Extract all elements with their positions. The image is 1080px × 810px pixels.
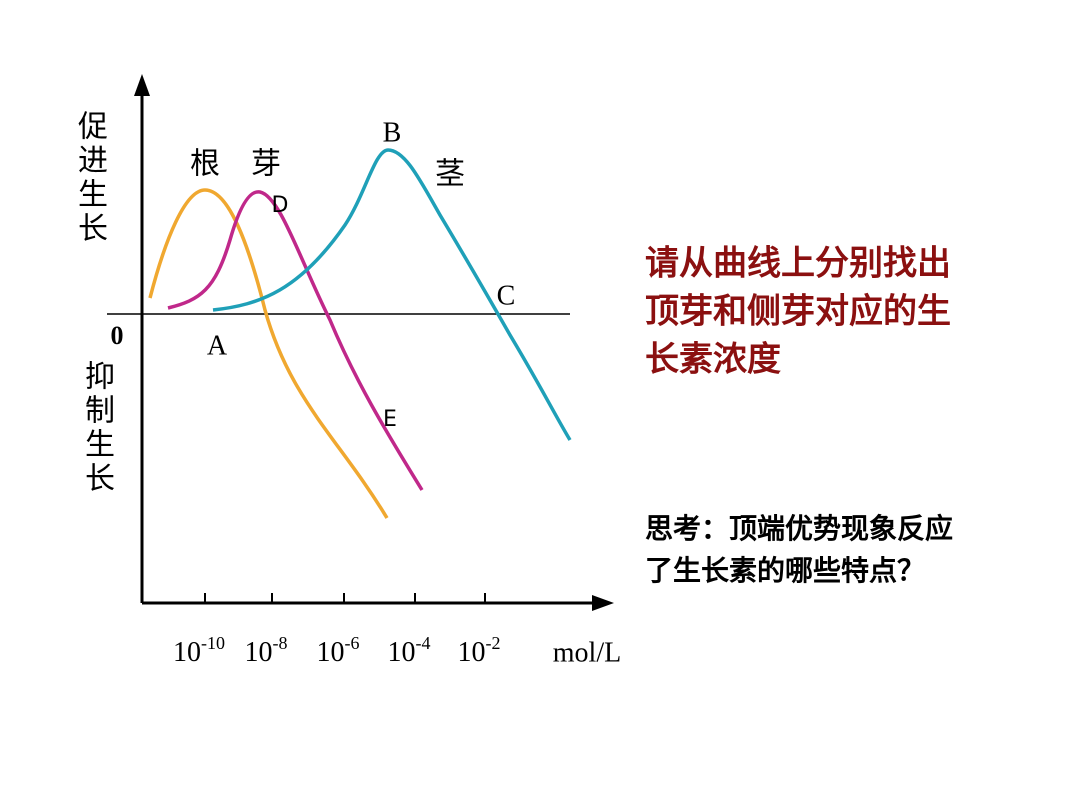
x-tick-label: 10-6 — [317, 633, 360, 668]
point-label: B — [383, 117, 402, 148]
point-label: A — [207, 330, 228, 361]
x-arrow — [592, 595, 614, 611]
point-label: C — [497, 280, 516, 311]
y-arrow — [134, 74, 150, 96]
point-label: E — [383, 407, 397, 432]
root-curve — [148, 188, 389, 519]
thinking-line: 思考：顶端优势现象反应 — [645, 512, 953, 545]
y-label-char: 长 — [78, 212, 108, 247]
y-label-char: 制 — [85, 394, 115, 429]
question-line: 顶芽和侧芽对应的生 — [645, 292, 951, 332]
curve-label: 茎 — [435, 157, 465, 192]
stem-curve — [212, 148, 572, 441]
y-label-char: 长 — [85, 462, 115, 497]
bud-curve — [167, 190, 424, 491]
y-label-char: 生 — [78, 178, 108, 213]
x-tick-label: 10-2 — [458, 633, 501, 668]
x-unit: mol/L — [553, 637, 621, 668]
axes — [107, 90, 600, 605]
thinking-line: 了生长素的哪些特点？ — [645, 554, 925, 587]
y-label-char: 促 — [78, 110, 108, 145]
curve-label: 芽 — [251, 147, 281, 182]
question-line: 长素浓度 — [645, 340, 781, 380]
x-tick-label: 10-10 — [173, 633, 225, 668]
origin-label: 0 — [111, 321, 124, 350]
x-tick-label: 10-8 — [245, 633, 288, 668]
question-line: 请从曲线上分别找出 — [645, 244, 951, 284]
point-label: D — [272, 193, 289, 218]
x-tick-label: 10-4 — [388, 633, 431, 668]
curve-label: 根 — [190, 147, 220, 182]
y-label-char: 进 — [78, 144, 108, 179]
y-label-char: 生 — [85, 428, 115, 463]
y-label-char: 抑 — [85, 360, 115, 395]
